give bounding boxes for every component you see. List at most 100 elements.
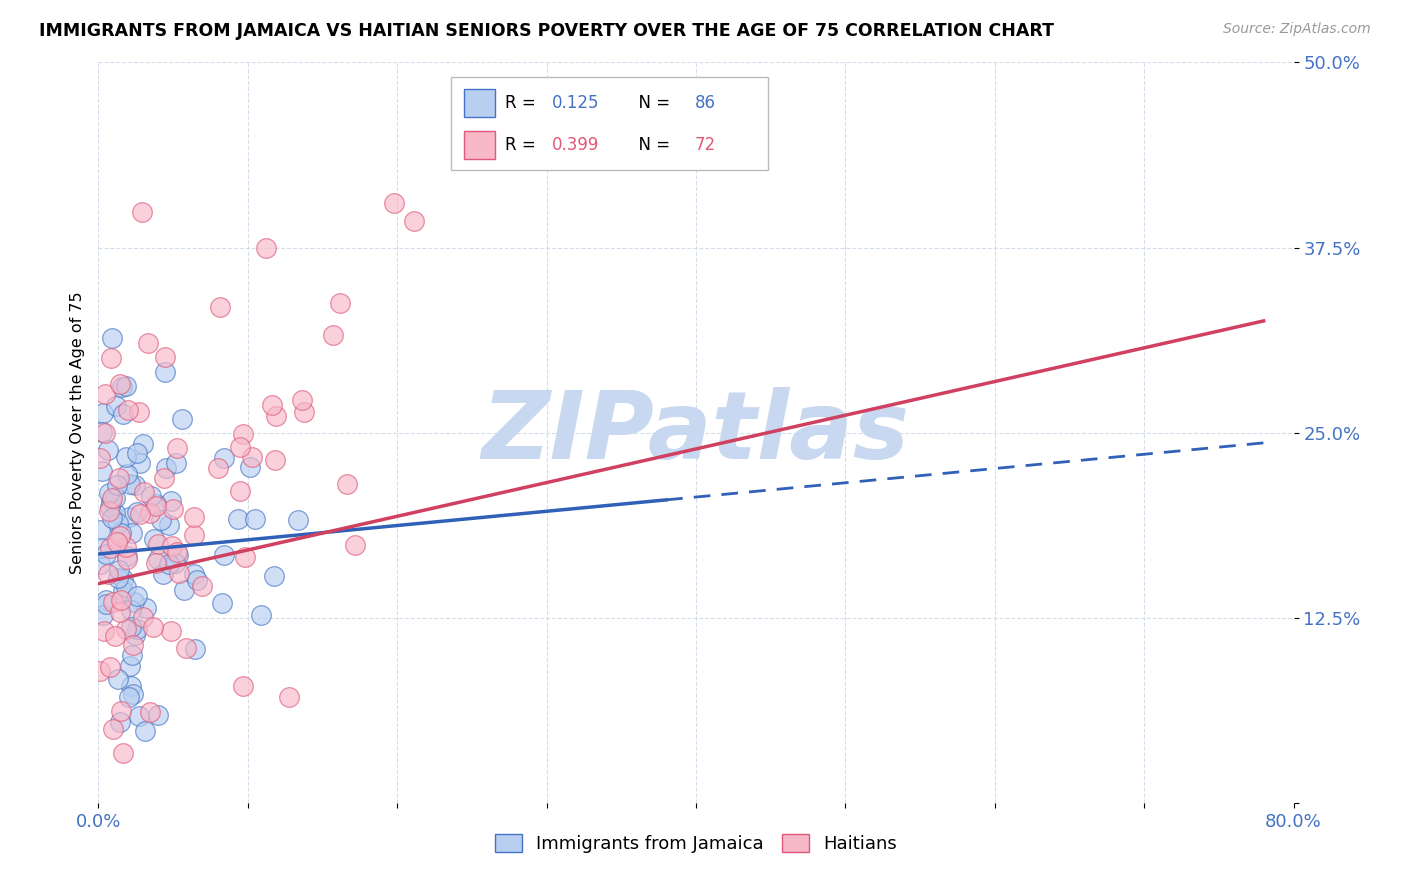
- Point: [291, 393, 314, 408]
- Point: [136, 336, 159, 351]
- Point: [117, 402, 139, 417]
- Point: [89, 450, 111, 465]
- Point: [100, 500, 122, 515]
- Point: [117, 510, 139, 524]
- Point: [110, 592, 132, 607]
- Point: [118, 659, 141, 673]
- Point: [101, 722, 124, 736]
- Point: [103, 595, 125, 609]
- Point: [148, 537, 170, 551]
- Point: [152, 566, 174, 581]
- Point: [135, 601, 157, 615]
- Point: [160, 624, 183, 638]
- Point: [153, 365, 176, 379]
- Point: [152, 470, 174, 484]
- Point: [134, 723, 156, 738]
- Point: [232, 427, 254, 442]
- Point: [117, 467, 139, 482]
- Point: [98, 541, 121, 556]
- Point: [101, 510, 124, 524]
- Point: [145, 556, 167, 570]
- Text: ZIPatlas: ZIPatlas: [482, 386, 910, 479]
- Point: [239, 460, 262, 475]
- Point: [129, 507, 152, 521]
- Point: [108, 605, 131, 619]
- Point: [120, 679, 142, 693]
- Point: [229, 484, 252, 499]
- Point: [110, 526, 132, 541]
- Point: [166, 549, 188, 563]
- Point: [111, 407, 134, 421]
- Point: [124, 477, 146, 491]
- Point: [118, 690, 141, 705]
- Point: [131, 205, 153, 219]
- Point: [129, 456, 152, 470]
- Point: [115, 580, 138, 594]
- Point: [139, 489, 162, 503]
- Point: [93, 624, 115, 638]
- Point: [155, 461, 177, 475]
- Point: [336, 477, 359, 491]
- Point: [121, 525, 143, 540]
- Text: Source: ZipAtlas.com: Source: ZipAtlas.com: [1223, 22, 1371, 37]
- Point: [134, 485, 156, 500]
- Point: [111, 746, 134, 760]
- Point: [128, 708, 150, 723]
- Point: [228, 440, 250, 454]
- Point: [105, 478, 128, 492]
- Point: [105, 399, 128, 413]
- Point: [91, 405, 114, 419]
- Point: [174, 640, 197, 655]
- Point: [402, 213, 425, 227]
- Point: [91, 425, 114, 440]
- Point: [98, 660, 121, 674]
- Point: [107, 571, 129, 585]
- Point: [322, 328, 344, 343]
- Point: [254, 241, 277, 255]
- Point: [115, 450, 138, 465]
- Point: [183, 528, 205, 542]
- Point: [145, 497, 167, 511]
- Point: [162, 502, 184, 516]
- Point: [108, 471, 131, 485]
- Point: [115, 551, 138, 566]
- Point: [97, 486, 120, 500]
- Point: [94, 593, 117, 607]
- Point: [143, 533, 166, 547]
- Point: [211, 596, 233, 610]
- Point: [212, 451, 235, 466]
- Point: [97, 567, 120, 582]
- Point: [233, 549, 256, 564]
- Point: [111, 379, 134, 393]
- Point: [160, 494, 183, 508]
- Point: [108, 563, 131, 577]
- Point: [148, 708, 170, 723]
- Point: [115, 549, 138, 564]
- Point: [183, 642, 205, 657]
- Point: [260, 399, 283, 413]
- Point: [105, 535, 128, 549]
- Point: [90, 541, 112, 555]
- Point: [173, 582, 195, 597]
- Point: [89, 523, 111, 537]
- Point: [278, 690, 301, 704]
- Point: [183, 509, 205, 524]
- Point: [186, 574, 208, 588]
- Point: [94, 598, 117, 612]
- Point: [127, 505, 149, 519]
- Point: [145, 499, 167, 513]
- Point: [94, 547, 117, 561]
- Point: [263, 569, 285, 583]
- Point: [97, 443, 120, 458]
- Point: [128, 404, 150, 418]
- Point: [250, 607, 273, 622]
- Point: [232, 679, 254, 693]
- Point: [100, 491, 122, 506]
- Point: [329, 296, 352, 310]
- Point: [264, 453, 287, 467]
- Point: [382, 196, 405, 211]
- Point: [169, 566, 191, 581]
- Point: [245, 512, 267, 526]
- Point: [287, 513, 309, 527]
- Point: [122, 595, 145, 609]
